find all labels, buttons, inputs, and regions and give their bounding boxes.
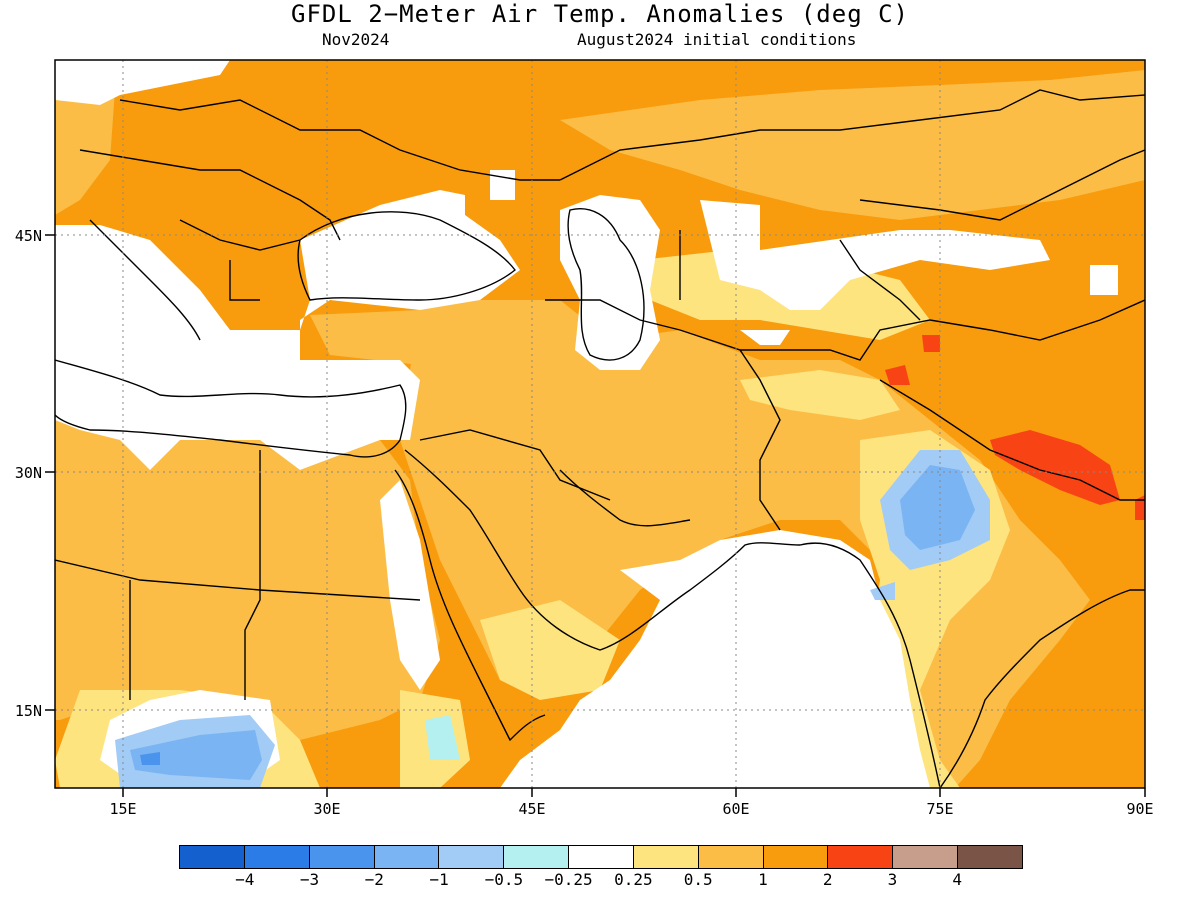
lat-label: 30N xyxy=(15,464,42,482)
chart-title: GFDL 2−Meter Air Temp. Anomalies (deg C) xyxy=(291,0,909,28)
lon-label: 45E xyxy=(518,800,545,818)
coastlines xyxy=(55,89,1145,788)
lon-label: 75E xyxy=(926,800,953,818)
lat-label: 45N xyxy=(15,227,42,245)
legend-swatch xyxy=(958,846,1022,868)
legend-swatch xyxy=(569,846,634,868)
legend-label: −0.25 xyxy=(544,870,593,889)
anomaly-zone-negative xyxy=(115,450,990,788)
anomaly-zone-near-zero xyxy=(55,60,1118,788)
legend-label: 4 xyxy=(952,870,963,889)
legend-swatch xyxy=(698,846,764,868)
lon-label: 30E xyxy=(313,800,340,818)
legend-swatch xyxy=(439,846,505,868)
legend-swatch xyxy=(763,846,829,868)
valid-month-label: Nov2024 xyxy=(322,30,390,49)
init-conditions-label: August2024 initial conditions xyxy=(577,30,857,49)
legend-swatch xyxy=(180,846,245,868)
legend-swatch xyxy=(828,846,894,868)
legend-label: 1 xyxy=(758,870,768,889)
legend-label: 0.5 xyxy=(683,870,713,889)
lon-label: 15E xyxy=(109,800,136,818)
legend-swatch xyxy=(893,846,959,868)
legend-label: 3 xyxy=(887,870,898,889)
legend-label: −3 xyxy=(299,870,320,889)
lon-label: 60E xyxy=(722,800,749,818)
anomaly-zone-2-3 xyxy=(885,335,1145,520)
legend-label: −2 xyxy=(364,870,384,889)
legend-label: −1 xyxy=(429,870,449,889)
map-frame xyxy=(54,59,1146,789)
legend-swatch xyxy=(309,846,375,868)
lat-label: 15N xyxy=(15,702,42,720)
color-legend xyxy=(179,845,1023,869)
lon-label: 90E xyxy=(1126,800,1153,818)
graticule xyxy=(55,60,1145,788)
legend-swatch xyxy=(633,846,699,868)
legend-label: 0.25 xyxy=(614,870,653,889)
legend-swatch xyxy=(244,846,310,868)
axis-ticks xyxy=(45,234,1146,797)
legend-swatch xyxy=(374,846,440,868)
legend-swatch xyxy=(504,846,570,868)
legend-label: −0.5 xyxy=(484,870,524,889)
legend-label: 2 xyxy=(822,870,833,889)
legend-label: −4 xyxy=(235,870,255,889)
